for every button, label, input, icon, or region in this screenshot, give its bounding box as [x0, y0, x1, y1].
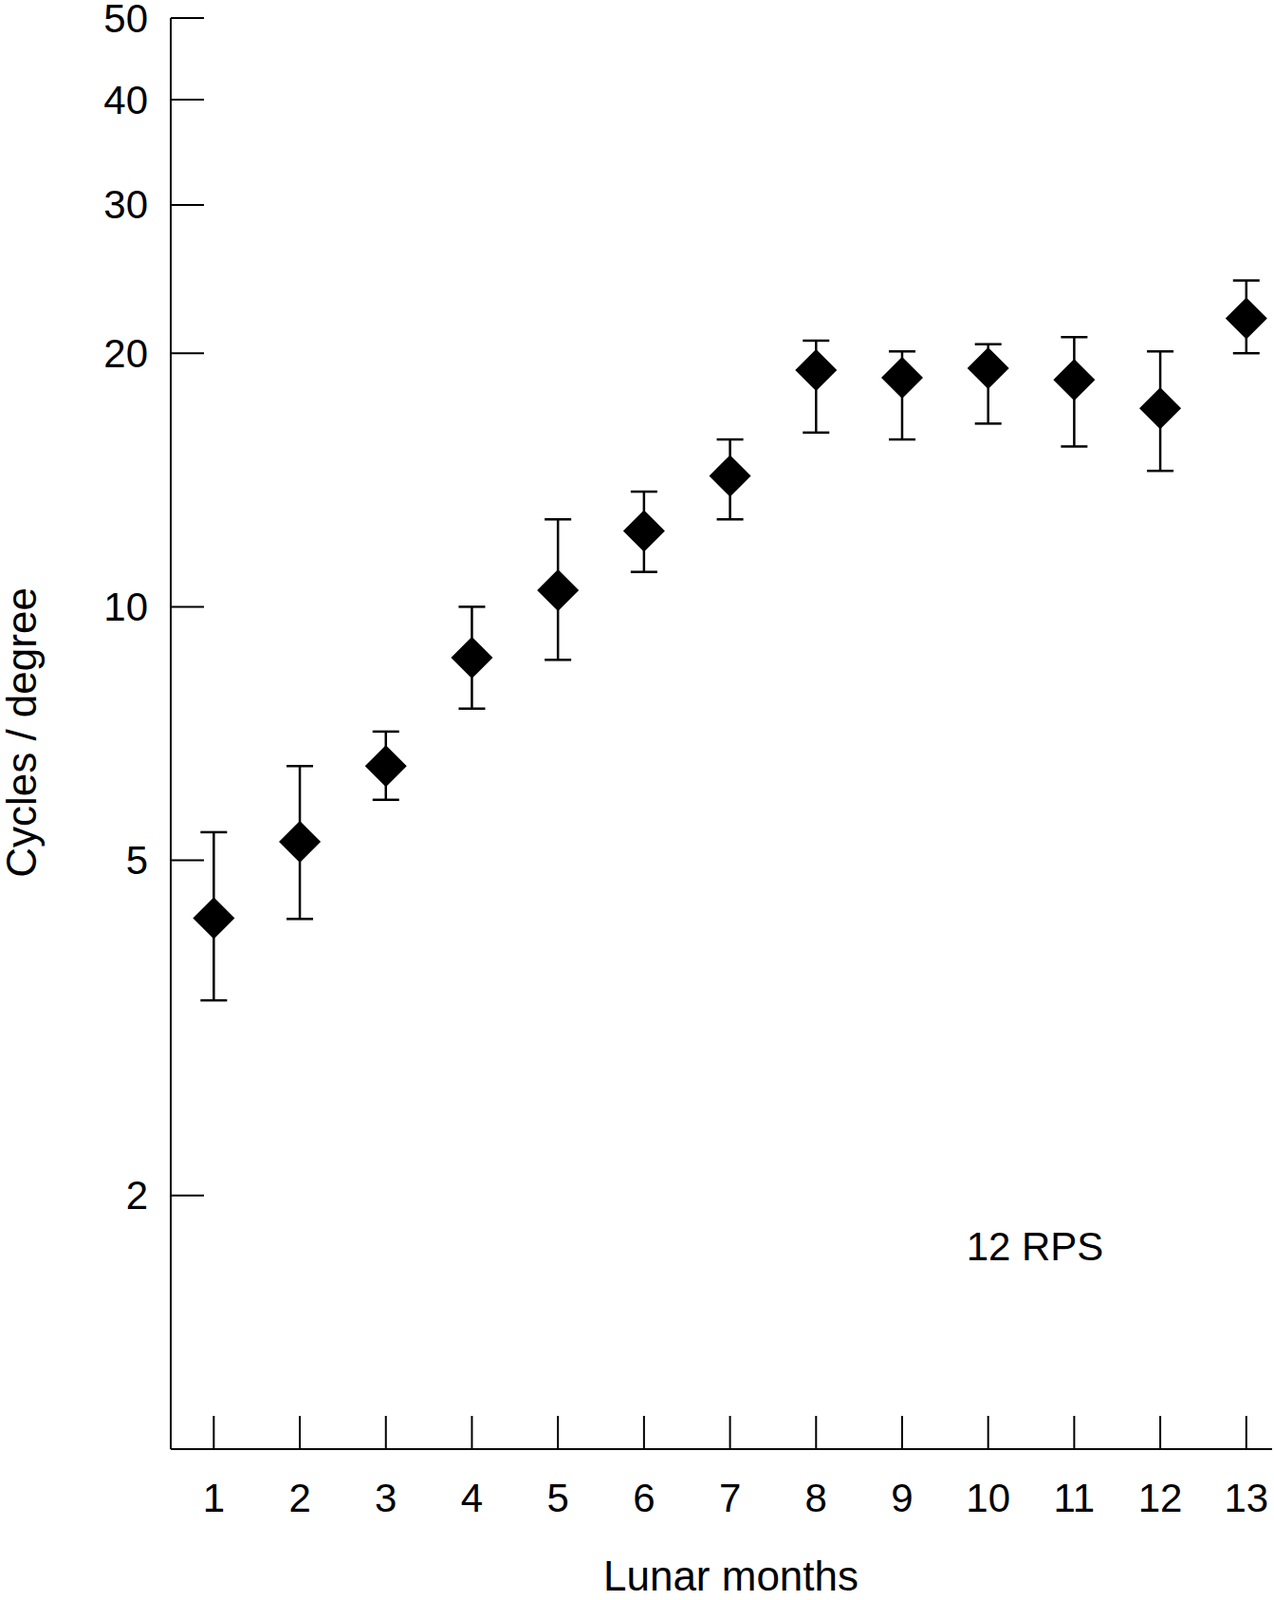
error-cap [802, 431, 830, 435]
x-tick-label: 8 [805, 1475, 828, 1520]
error-cap [544, 658, 572, 662]
y-tick-label: 2 [126, 1172, 148, 1218]
point [192, 896, 235, 939]
error-cap [200, 830, 227, 834]
x-tick [556, 1415, 559, 1449]
x-tick-label: 11 [1053, 1475, 1096, 1520]
x-tick-label: 2 [288, 1475, 311, 1520]
y-tick-label: 30 [103, 182, 148, 227]
y-tick-label: 5 [126, 837, 148, 883]
point [623, 510, 665, 553]
x-tick [1159, 1415, 1162, 1449]
point [450, 636, 493, 679]
chart: 25102030405012345678910111213Lunar month… [0, 0, 1274, 1600]
y-tick [170, 605, 204, 608]
x-tick-label: 13 [1223, 1475, 1269, 1520]
error-cap [544, 517, 572, 521]
x-tick [1072, 1415, 1075, 1449]
y-tick-label: 40 [103, 77, 148, 123]
x-tick [901, 1415, 904, 1449]
y-tick [170, 203, 204, 206]
x-tick-label: 10 [965, 1475, 1011, 1520]
error-cap [630, 570, 658, 573]
x-tick-label: 9 [890, 1475, 913, 1520]
error-cap [717, 438, 744, 442]
error-cap [458, 605, 485, 609]
x-tick-label: 5 [546, 1475, 569, 1520]
error-cap [1060, 444, 1088, 448]
point [278, 820, 321, 863]
error-cap [975, 422, 1002, 425]
point [794, 349, 837, 391]
error-cap [372, 730, 400, 734]
y-tick-label: 20 [103, 331, 148, 376]
point [967, 347, 1010, 389]
x-tick [385, 1415, 388, 1449]
y-tick [170, 17, 204, 19]
x-axis-label: Lunar months [603, 1551, 859, 1599]
y-axis-label: Cycles / degree [0, 587, 45, 878]
error-cap [888, 438, 916, 442]
error-cap [286, 917, 314, 921]
annotation: 12 RPS [966, 1223, 1105, 1269]
x-tick-label: 4 [461, 1475, 483, 1520]
x-tick [643, 1415, 646, 1449]
y-tick-label: 50 [103, 0, 148, 41]
error-cap [1233, 278, 1260, 282]
error-cap [888, 350, 916, 353]
error-cap [200, 998, 227, 1002]
x-tick-label: 7 [719, 1475, 741, 1520]
x-tick [470, 1415, 473, 1449]
error-cap [1146, 469, 1174, 473]
point [709, 455, 752, 498]
error-cap [630, 490, 658, 494]
x-tick-label: 3 [374, 1475, 397, 1520]
error-cap [1233, 351, 1260, 355]
x-tick [298, 1415, 301, 1449]
x-tick [212, 1415, 215, 1449]
point [536, 569, 579, 611]
point [365, 744, 407, 787]
y-axis [169, 18, 172, 1449]
x-tick [814, 1415, 817, 1449]
x-tick-label: 1 [203, 1475, 225, 1520]
x-tick [1245, 1415, 1248, 1449]
y-tick [170, 1194, 204, 1197]
point [1225, 296, 1268, 339]
y-tick [170, 859, 204, 862]
point [1052, 358, 1095, 401]
error-cap [975, 342, 1002, 346]
point [1139, 387, 1182, 429]
error-cap [1146, 350, 1174, 353]
x-tick-label: 6 [632, 1475, 655, 1520]
error-cap [717, 517, 744, 521]
error-cap [286, 764, 314, 768]
error-cap [1060, 335, 1088, 339]
marks [192, 280, 1267, 1001]
x-axis [170, 1447, 1273, 1450]
error-cap [802, 339, 830, 343]
error-cap [372, 798, 400, 802]
point [881, 356, 924, 399]
error-cap [458, 706, 485, 710]
x-tick-label: 12 [1138, 1475, 1183, 1520]
y-tick [170, 351, 204, 354]
x-tick [987, 1415, 990, 1449]
y-tick-label: 10 [103, 584, 148, 629]
x-tick [729, 1415, 732, 1449]
y-tick [170, 98, 204, 101]
